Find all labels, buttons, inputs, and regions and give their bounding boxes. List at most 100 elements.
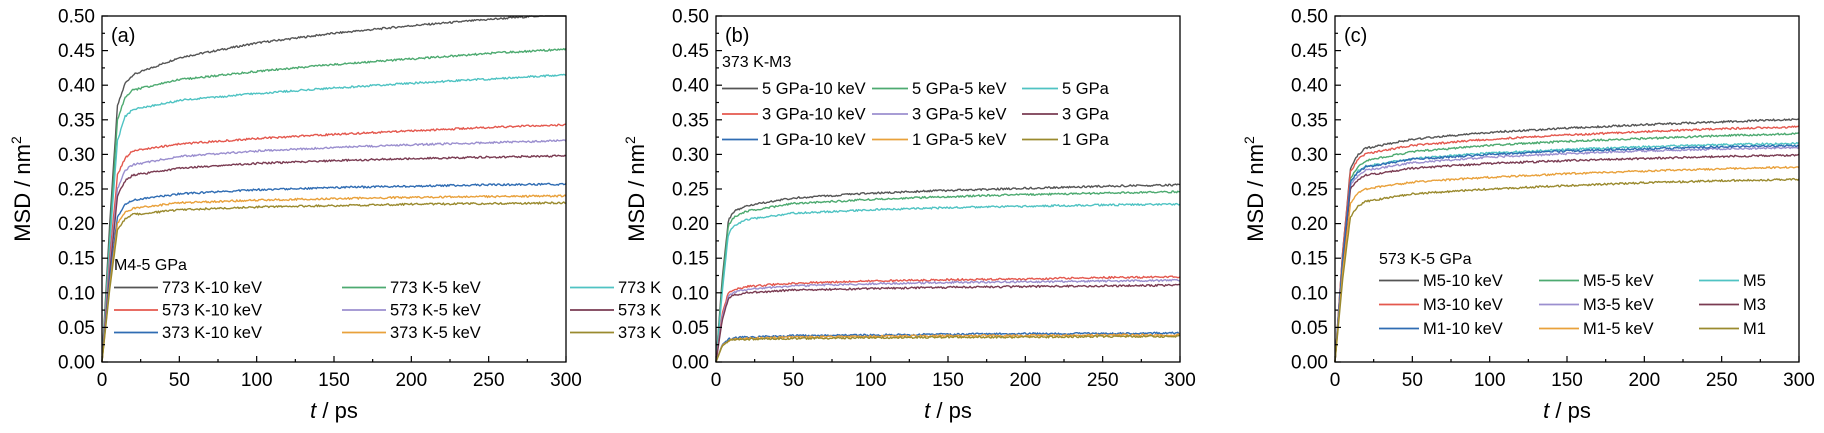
legend-entry: 5 GPa — [1062, 80, 1110, 98]
y-tick-label: 0.35 — [1291, 110, 1328, 131]
y-tick-label: 0.05 — [58, 318, 95, 339]
panel-label: (a) — [111, 25, 135, 47]
series-line — [101, 182, 567, 363]
legend-entry: M3 — [1743, 296, 1766, 314]
legend-entry: 573 K-5 keV — [390, 302, 481, 320]
y-tick-label: 0.20 — [672, 214, 709, 235]
series-line — [101, 139, 567, 363]
x-tick-label: 0 — [97, 370, 108, 391]
series-line — [715, 283, 1181, 363]
plot-frame — [1334, 15, 1800, 363]
y-tick-label: 0.50 — [58, 7, 95, 28]
series-line — [715, 183, 1181, 363]
y-tick-label: 0.15 — [1291, 249, 1328, 270]
y-tick-label: 0.25 — [58, 180, 95, 201]
series-line — [1334, 144, 1800, 363]
legend-entry: 773 K-10 keV — [162, 279, 262, 297]
x-tick-label: 150 — [1551, 370, 1583, 391]
y-tick-label: 0.35 — [58, 110, 95, 131]
x-tick-label: 250 — [1087, 370, 1119, 391]
x-tick-label: 50 — [783, 370, 804, 391]
x-tick-label: 0 — [1330, 370, 1341, 391]
x-axis-title: t / ps — [924, 398, 972, 423]
y-tick-label: 0.00 — [58, 353, 95, 374]
chart-panel-2: 0.00 0.05 0.10 0.15 0.20 0.25 0.30 0.35 0.40 0.45… — [622, 7, 1196, 424]
legend-entry: 773 K — [618, 279, 661, 297]
x-tick-label: 300 — [550, 370, 582, 391]
legend-entry: M5-10 keV — [1423, 272, 1503, 290]
legend-entry: M1 — [1743, 320, 1766, 338]
legend-entry: 3 GPa — [1062, 106, 1110, 124]
y-tick-label: 0.35 — [672, 110, 709, 131]
y-tick-label: 0.20 — [58, 214, 95, 235]
legend-entry: M5-5 keV — [1583, 272, 1654, 290]
y-axis-title: MSD / nm2 — [8, 136, 35, 242]
series-line — [715, 278, 1181, 363]
legend-entry: M5 — [1743, 272, 1766, 290]
y-axis-title: MSD / nm2 — [1241, 136, 1268, 242]
y-tick-label: 0.40 — [1291, 76, 1328, 97]
x-tick-label: 200 — [395, 370, 427, 391]
x-tick-label: 100 — [1474, 370, 1506, 391]
legend-entry: M3-10 keV — [1423, 296, 1503, 314]
x-tick-label: 250 — [1706, 370, 1738, 391]
series-line — [101, 194, 567, 363]
x-tick-label: 150 — [932, 370, 964, 391]
y-tick-label: 0.15 — [672, 249, 709, 270]
y-tick-label: 0.45 — [58, 41, 95, 62]
series-line — [101, 73, 567, 363]
y-tick-label: 0.50 — [1291, 7, 1328, 28]
panel-label: (c) — [1344, 25, 1367, 47]
x-tick-label: 50 — [169, 370, 190, 391]
legend-entry: 773 K-5 keV — [390, 279, 481, 297]
legend-entry: 1 GPa-5 keV — [912, 131, 1006, 149]
y-tick-label: 0.10 — [1291, 283, 1328, 304]
y-tick-label: 0.15 — [58, 249, 95, 270]
legend: 573 K-5 GPa M5-10 keV M5-5 keV M5 M3-10 keV M… — [1379, 251, 1766, 338]
y-tick-label: 0.30 — [58, 145, 95, 166]
series-line — [1334, 125, 1800, 363]
legend-entry: 5 GPa-10 keV — [762, 80, 866, 98]
legend-entry: 373 K-5 keV — [390, 324, 481, 342]
legend-entry: M1-5 keV — [1583, 320, 1654, 338]
y-tick-label: 0.05 — [1291, 318, 1328, 339]
legend-title: M4-5 GPa — [114, 257, 187, 274]
legend-entry: M3-5 keV — [1583, 296, 1654, 314]
x-axis-title: t / ps — [310, 398, 358, 423]
legend-entry: 573 K — [618, 302, 661, 320]
series-line — [101, 201, 567, 363]
legend-entry: 373 K — [618, 324, 661, 342]
series-line — [101, 15, 566, 363]
y-tick-label: 0.05 — [672, 318, 709, 339]
y-tick-label: 0.00 — [672, 353, 709, 374]
series-line — [1334, 132, 1800, 363]
y-tick-label: 0.50 — [672, 7, 709, 28]
y-tick-label: 0.25 — [1291, 180, 1328, 201]
y-tick-label: 0.45 — [672, 41, 709, 62]
series-line — [101, 154, 567, 363]
y-tick-label: 0.00 — [1291, 353, 1328, 374]
panel-label: (b) — [725, 25, 749, 47]
series-line — [101, 123, 567, 363]
series-line — [1334, 165, 1800, 363]
legend-title: 573 K-5 GPa — [1379, 251, 1472, 268]
series-line — [715, 190, 1181, 363]
legend-title: 373 K-M3 — [722, 54, 791, 71]
series-line — [1334, 177, 1800, 363]
series-line — [1334, 118, 1800, 363]
legend-entry: 1 GPa-10 keV — [762, 131, 866, 149]
y-tick-label: 0.30 — [672, 145, 709, 166]
x-tick-label: 300 — [1783, 370, 1815, 391]
chart-panel-3: 0.00 0.05 0.10 0.15 0.20 0.25 0.30 0.35 0.40 0.45… — [1241, 7, 1815, 424]
legend-entry: 5 GPa-5 keV — [912, 80, 1006, 98]
legend-entry: 3 GPa-10 keV — [762, 106, 866, 124]
y-tick-label: 0.10 — [58, 283, 95, 304]
legend-entry: 573 K-10 keV — [162, 302, 262, 320]
chart-panel-1: 0.00 0.05 0.10 0.15 0.20 0.25 0.30 0.35 0.40 0.45… — [8, 7, 661, 424]
x-tick-label: 0 — [711, 370, 722, 391]
y-tick-label: 0.25 — [672, 180, 709, 201]
y-tick-label: 0.20 — [1291, 214, 1328, 235]
x-tick-label: 200 — [1009, 370, 1041, 391]
series-line — [715, 334, 1181, 363]
